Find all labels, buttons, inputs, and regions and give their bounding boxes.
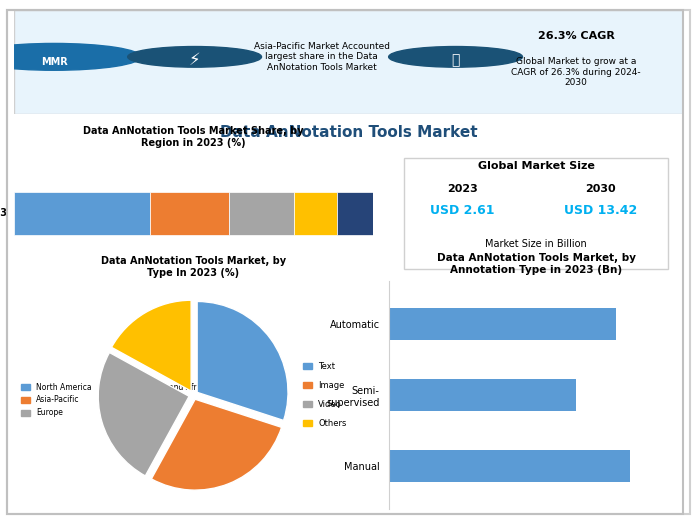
Bar [390,450,629,482]
Text: MMR: MMR [40,57,68,67]
FancyBboxPatch shape [14,10,683,114]
Text: USD 2.61: USD 2.61 [431,204,495,217]
Text: 26.3% CAGR: 26.3% CAGR [537,31,615,41]
Text: Market Size in Billion: Market Size in Billion [485,239,587,250]
Bar [390,379,576,411]
Title: Data AnNotation Tools Market, by
Annotation Type in 2023 (Bn): Data AnNotation Tools Market, by Annotat… [437,253,636,275]
Bar [337,192,373,235]
Text: Global Market to grow at a
CAGR of 26.3% during 2024-
2030: Global Market to grow at a CAGR of 26.3%… [511,58,641,87]
Bar [151,192,229,235]
Text: ⚡: ⚡ [189,51,201,69]
Wedge shape [98,352,189,476]
Circle shape [128,47,261,67]
Bar [229,192,294,235]
Text: 2023: 2023 [0,209,7,218]
Bar [14,192,151,235]
FancyBboxPatch shape [404,158,668,269]
Wedge shape [112,300,191,391]
Bar [294,192,337,235]
Wedge shape [151,399,282,490]
Wedge shape [197,302,288,420]
Bar [390,308,616,340]
Legend: Text, Image, Video, Others: Text, Image, Video, Others [300,359,350,431]
Text: USD 13.42: USD 13.42 [564,204,638,217]
Legend: North America, Asia-Pacific, Europe, Middle East and Africa, South America: North America, Asia-Pacific, Europe, Mid… [17,379,211,420]
Text: 2023: 2023 [447,184,478,194]
Text: 2030: 2030 [585,184,616,194]
Circle shape [389,47,523,67]
Title: Data AnNotation Tools Market Share, by
Region in 2023 (%): Data AnNotation Tools Market Share, by R… [83,126,304,148]
Circle shape [0,44,141,70]
Text: Data AnNotation Tools Market: Data AnNotation Tools Market [220,125,477,140]
Text: 🔥: 🔥 [452,53,460,67]
Text: Global Market Size: Global Market Size [477,161,595,171]
Text: Asia-Pacific Market Accounted
largest share in the Data
AnNotation Tools Market: Asia-Pacific Market Accounted largest sh… [254,42,390,72]
Title: Data AnNotation Tools Market, by
Type In 2023 (%): Data AnNotation Tools Market, by Type In… [101,256,286,278]
